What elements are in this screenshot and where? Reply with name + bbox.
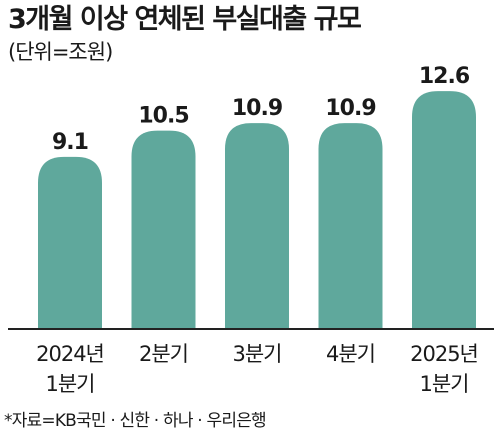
category-label-4-1: 1분기 bbox=[419, 372, 468, 396]
bar-4 bbox=[412, 91, 476, 329]
category-label-3-0: 4분기 bbox=[326, 342, 375, 366]
value-label-0: 9.1 bbox=[52, 130, 88, 155]
unit-label: (단위=조원) bbox=[8, 40, 113, 64]
bar-0 bbox=[38, 156, 102, 328]
bar-2 bbox=[225, 123, 289, 328]
category-label-4-0: 2025년 bbox=[410, 342, 478, 366]
chart-title: 3개월 이상 연체된 부실대출 규모 bbox=[8, 4, 362, 35]
value-label-1: 10.5 bbox=[138, 104, 188, 129]
value-label-2: 10.9 bbox=[232, 96, 282, 121]
category-label-2-0: 3분기 bbox=[232, 342, 281, 366]
source-note: *자료=KB국민 · 신한 · 하나 · 우리은행 bbox=[4, 411, 267, 431]
bar-3 bbox=[318, 123, 383, 328]
category-label-0-0: 2024년 bbox=[36, 342, 104, 366]
bar-1 bbox=[131, 130, 196, 328]
value-label-4: 12.6 bbox=[419, 64, 470, 89]
value-label-3: 10.9 bbox=[325, 96, 375, 121]
category-label-0-1: 1분기 bbox=[45, 372, 94, 396]
category-label-1-0: 2분기 bbox=[139, 342, 188, 366]
